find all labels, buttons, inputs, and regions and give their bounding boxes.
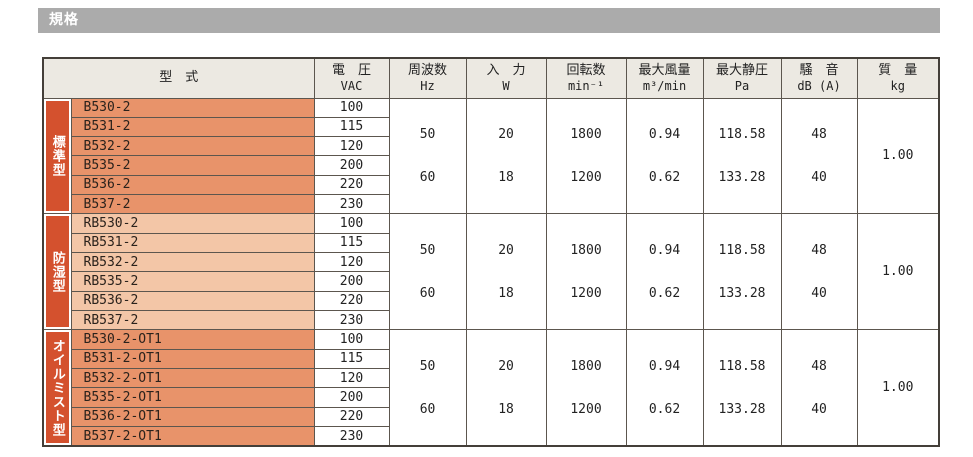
section-title: 規格: [49, 12, 79, 28]
airflow-cell: 0.94 0.62: [625, 213, 704, 331]
model-cell: RB536-2: [70, 290, 315, 312]
speed-cell: 1800 1200: [545, 97, 627, 215]
voltage-cell: 230: [313, 310, 390, 331]
mass-cell: 1.00: [856, 329, 940, 447]
noise-cell: 48 40: [780, 97, 858, 215]
voltage-cell: 200: [313, 271, 390, 292]
table-row: RB532-2 120: [43, 252, 939, 273]
voltage-cell: 120: [313, 368, 390, 389]
table-row: B537-2-OT1 230: [43, 426, 939, 447]
model-cell: B537-2-OT1: [70, 426, 315, 447]
voltage-cell: 120: [313, 136, 390, 157]
input-cell: 20 18: [465, 213, 547, 331]
table-row: B537-2 230: [43, 194, 939, 215]
model-cell: B537-2: [70, 194, 315, 215]
model-cell: B530-2: [70, 97, 315, 118]
frequency-cell: 50 60: [388, 213, 467, 331]
model-cell: B536-2: [70, 174, 315, 196]
header-pressure: 最大静圧 Pa: [702, 57, 782, 99]
frequency-cell: 50 60: [388, 329, 467, 447]
header-model-label: 型 式: [159, 70, 199, 86]
table-row: B532-2-OT1 120: [43, 368, 939, 389]
speed-cell: 1800 1200: [545, 329, 627, 447]
voltage-cell: 100: [313, 213, 390, 234]
model-cell: RB531-2: [70, 232, 315, 254]
group-label: 標準型: [46, 100, 69, 212]
table-row: B531-2 115: [43, 116, 939, 138]
model-cell: B535-2-OT1: [70, 387, 315, 408]
model-cell: B531-2-OT1: [70, 348, 315, 370]
model-cell: B531-2: [70, 116, 315, 138]
voltage-cell: 115: [313, 348, 390, 370]
model-cell: RB535-2: [70, 271, 315, 292]
table-row: 標準型 B530-2 100 50 60 20 18: [42, 97, 940, 215]
header-row: 型 式 電 圧 VAC 周波数 Hz 入 力 W 回転数: [42, 57, 940, 99]
voltage-cell: 230: [313, 426, 390, 447]
group-label: 防湿型: [46, 216, 69, 328]
input-cell: 20 18: [465, 97, 547, 215]
table-row: RB536-2 220: [43, 290, 939, 312]
table-row: RB537-2 230: [43, 310, 939, 331]
header-input: 入 力 W: [465, 57, 547, 99]
frequency-cell: 50 60: [388, 97, 467, 215]
header-airflow: 最大風量 m³/min: [625, 57, 704, 99]
model-cell: RB530-2: [70, 213, 315, 234]
group-label-cell: オイルミスト型: [42, 329, 72, 447]
table-row: RB531-2 115: [43, 232, 939, 254]
spec-table: 型 式 電 圧 VAC 周波数 Hz 入 力 W 回転数: [42, 57, 941, 447]
input-cell: 20 18: [465, 329, 547, 447]
table-row: B535-2 200: [43, 155, 939, 176]
header-voltage: 電 圧 VAC: [313, 57, 390, 99]
model-cell: RB537-2: [70, 310, 315, 331]
pressure-cell: 118.58 133.28: [702, 329, 782, 447]
pressure-cell: 118.58 133.28: [702, 213, 782, 331]
table-row: 防湿型 RB530-2 100 50 60 20 18: [42, 213, 940, 331]
spec-table-wrap: 型 式 電 圧 VAC 周波数 Hz 入 力 W 回転数: [42, 57, 941, 447]
mass-cell: 1.00: [856, 97, 940, 215]
table-row: B532-2 120: [43, 136, 939, 157]
model-cell: B536-2-OT1: [70, 406, 315, 428]
voltage-cell: 220: [313, 290, 390, 312]
section-title-bar: 規格: [38, 8, 940, 33]
model-cell: B530-2-OT1: [70, 329, 315, 350]
header-model: 型 式: [42, 57, 315, 99]
mass-cell: 1.00: [856, 213, 940, 331]
voltage-cell: 230: [313, 194, 390, 215]
model-cell: B532-2-OT1: [70, 368, 315, 389]
header-frequency: 周波数 Hz: [388, 57, 467, 99]
voltage-cell: 200: [313, 387, 390, 408]
header-noise: 騒 音 dB (A): [780, 57, 858, 99]
table-row: RB535-2 200: [43, 271, 939, 292]
speed-cell: 1800 1200: [545, 213, 627, 331]
voltage-cell: 115: [313, 232, 390, 254]
pressure-cell: 118.58 133.28: [702, 97, 782, 215]
table-row: オイルミスト型 B530-2-OT1 100 50 60 20 18: [42, 329, 940, 447]
voltage-cell: 100: [313, 329, 390, 350]
noise-cell: 48 40: [780, 213, 858, 331]
model-cell: B532-2: [70, 136, 315, 157]
model-cell: RB532-2: [70, 252, 315, 273]
header-mass: 質 量 kg: [856, 57, 940, 99]
voltage-cell: 115: [313, 116, 390, 138]
group-label-cell: 標準型: [42, 97, 72, 215]
voltage-cell: 220: [313, 406, 390, 428]
voltage-cell: 200: [313, 155, 390, 176]
voltage-cell: 120: [313, 252, 390, 273]
voltage-cell: 100: [313, 97, 390, 118]
noise-cell: 48 40: [780, 329, 858, 447]
header-speed: 回転数 min⁻¹: [545, 57, 627, 99]
airflow-cell: 0.94 0.62: [625, 97, 704, 215]
group-label-cell: 防湿型: [42, 213, 72, 331]
voltage-cell: 220: [313, 174, 390, 196]
model-cell: B535-2: [70, 155, 315, 176]
airflow-cell: 0.94 0.62: [625, 329, 704, 447]
group-label: オイルミスト型: [46, 332, 69, 443]
table-row: B536-2-OT1 220: [43, 406, 939, 428]
